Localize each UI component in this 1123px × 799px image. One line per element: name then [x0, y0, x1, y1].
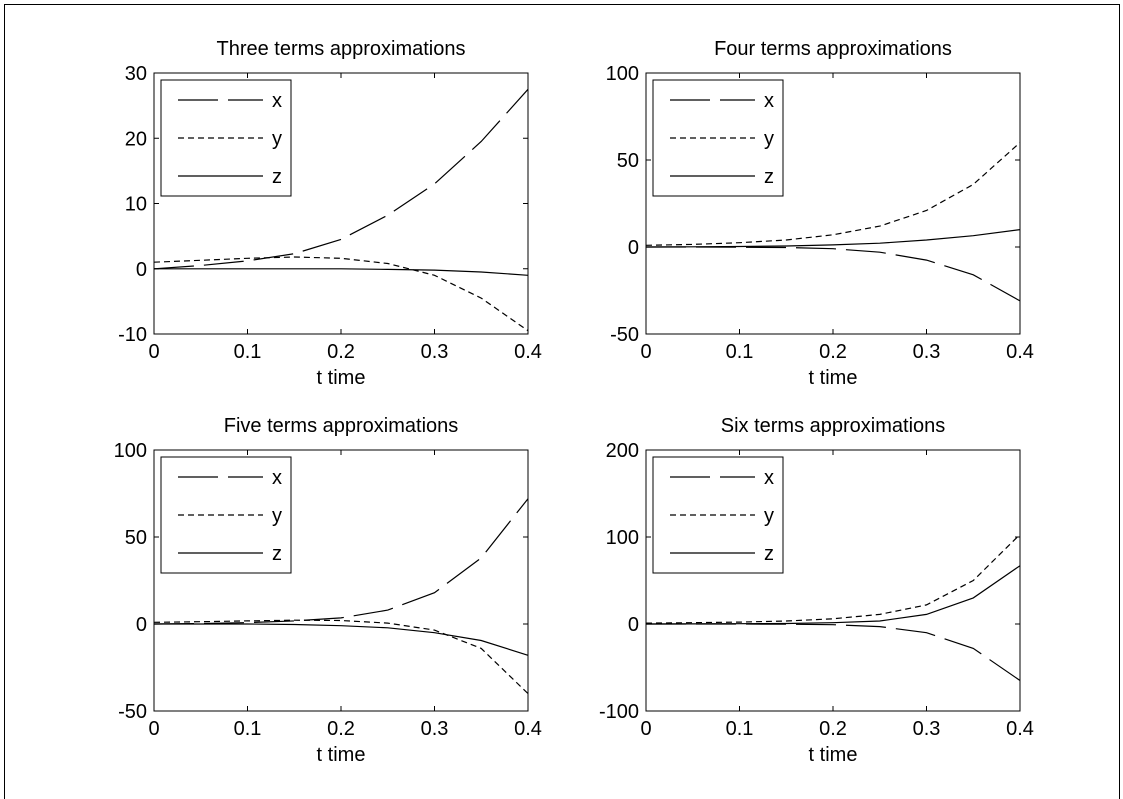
chart-3-legend-label-y: y — [272, 505, 282, 527]
chart-4-series-y-line — [645, 533, 1021, 624]
chart-1-legend-label-z: z — [272, 166, 282, 188]
chart-2-xtick-label: 0 — [640, 341, 651, 363]
chart-4-ytick-label: -100 — [599, 701, 639, 723]
chart-4-ytick-label: 200 — [606, 440, 639, 462]
chart-2-ytick-label: 0 — [628, 237, 639, 259]
chart-4-xtick-label: 0.3 — [913, 718, 941, 740]
figure-frame — [4, 4, 1120, 799]
chart-4-legend-label-z: z — [764, 543, 774, 565]
chart-3-xlabel: t time — [317, 744, 366, 766]
chart-2-title: Four terms approximations — [714, 38, 952, 60]
chart-3-series-x-line — [153, 498, 529, 625]
chart-1-legend-label-x: x — [272, 90, 282, 112]
chart-2-legend-label-y: y — [764, 128, 774, 150]
chart-3-legend-label-z: z — [272, 543, 282, 565]
chart-1-ytick-label: 0 — [136, 259, 147, 281]
chart-3-ytick-label: 0 — [136, 614, 147, 636]
chart-4-series-z-line — [645, 565, 1021, 625]
chart-2-legend-label-z: z — [764, 166, 774, 188]
chart-4-title: Six terms approximations — [721, 415, 946, 437]
chart-3-xtick-label: 0.2 — [327, 718, 355, 740]
chart-2-xlabel: t time — [809, 367, 858, 389]
chart-4-xtick-label: 0.2 — [819, 718, 847, 740]
chart-2-ytick-label: 50 — [617, 150, 639, 172]
chart-1-series-x-line — [153, 88, 529, 270]
chart-4-xtick-label: 0.4 — [1006, 718, 1034, 740]
chart-2-xtick-label: 0.3 — [913, 341, 941, 363]
chart-4-ytick-label: 0 — [628, 614, 639, 636]
chart-2-xtick-label: 0.1 — [726, 341, 754, 363]
chart-3-xtick-label: 0.1 — [234, 718, 262, 740]
chart-4-xtick-label: 0 — [640, 718, 651, 740]
chart-3-series-z-line — [154, 623, 529, 656]
chart-1-xtick-label: 0.3 — [421, 341, 449, 363]
chart-1-series-y-line — [153, 256, 529, 332]
chart-3-ytick-label: 100 — [114, 440, 147, 462]
chart-1-ytick-label: 20 — [125, 128, 147, 150]
chart-4-legend-label-y: y — [764, 505, 774, 527]
chart-1-ytick-label: 30 — [125, 63, 147, 85]
chart-2-series-y-line — [645, 142, 1021, 246]
chart-1-xtick-label: 0.2 — [327, 341, 355, 363]
chart-4-xtick-label: 0.1 — [726, 718, 754, 740]
chart-3-legend-label-x: x — [272, 467, 282, 489]
chart-1-legend-label-y: y — [272, 128, 282, 150]
chart-4-legend-label-x: x — [764, 467, 774, 489]
chart-1-ytick-label: -10 — [118, 324, 147, 346]
chart-3-xtick-label: 0 — [148, 718, 159, 740]
chart-1-xlabel: t time — [317, 367, 366, 389]
chart-3-xtick-label: 0.3 — [421, 718, 449, 740]
chart-1-series-z-line — [154, 268, 529, 276]
chart-1-xtick-label: 0.1 — [234, 341, 262, 363]
chart-2-legend-label-x: x — [764, 90, 774, 112]
chart-1-xtick-label: 0 — [148, 341, 159, 363]
chart-2-ytick-label: 100 — [606, 63, 639, 85]
chart-1-ytick-label: 10 — [125, 194, 147, 216]
chart-2-series-z-line — [645, 229, 1021, 248]
chart-3-title: Five terms approximations — [224, 415, 459, 437]
chart-3-series-y-line — [153, 619, 529, 695]
chart-2-xtick-label: 0.2 — [819, 341, 847, 363]
chart-1-xtick-label: 0.4 — [514, 341, 542, 363]
chart-4-ytick-label: 100 — [606, 527, 639, 549]
chart-3-ytick-label: -50 — [118, 701, 147, 723]
chart-4-xlabel: t time — [809, 744, 858, 766]
chart-3-xtick-label: 0.4 — [514, 718, 542, 740]
chart-1-title: Three terms approximations — [217, 38, 466, 60]
chart-3-ytick-label: 50 — [125, 527, 147, 549]
chart-2-ytick-label: -50 — [610, 324, 639, 346]
chart-2-xtick-label: 0.4 — [1006, 341, 1034, 363]
